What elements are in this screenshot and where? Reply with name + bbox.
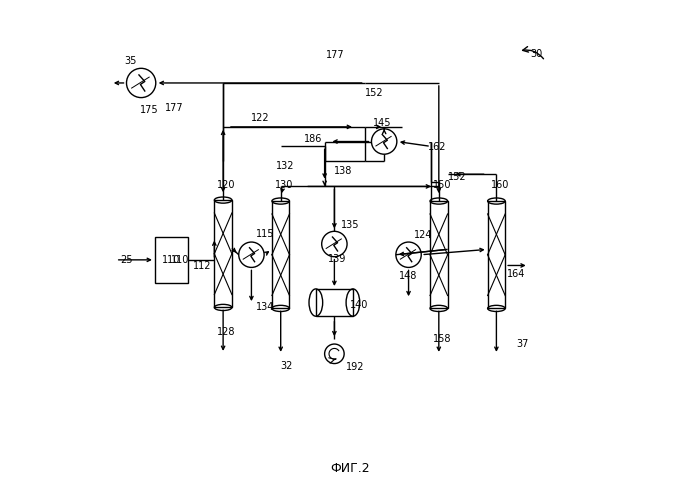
Text: 139: 139 [328, 254, 346, 264]
Text: 177: 177 [326, 50, 344, 60]
Text: 186: 186 [304, 134, 322, 144]
Text: 35: 35 [125, 56, 137, 66]
Text: 110: 110 [162, 255, 181, 265]
Text: 160: 160 [491, 181, 509, 190]
Text: 192: 192 [346, 362, 365, 372]
Text: 32: 32 [281, 361, 293, 371]
Text: 177: 177 [164, 103, 183, 113]
Bar [316, 289, 353, 316]
Bar [488, 201, 505, 308]
Bar [155, 237, 188, 283]
Text: 132: 132 [276, 161, 294, 171]
Bar [272, 201, 290, 308]
Text: 158: 158 [433, 334, 452, 344]
Text: 135: 135 [341, 221, 360, 230]
Text: 128: 128 [217, 327, 236, 337]
Text: 134: 134 [256, 303, 274, 312]
Text: 138: 138 [335, 166, 353, 176]
Bar [214, 200, 232, 307]
Text: 162: 162 [428, 142, 447, 152]
Text: 164: 164 [507, 269, 526, 279]
Text: 145: 145 [373, 118, 392, 128]
Text: 140: 140 [350, 300, 368, 310]
Text: 120: 120 [217, 181, 236, 190]
Text: 150: 150 [433, 181, 452, 190]
Text: 124: 124 [414, 230, 433, 240]
Text: 152: 152 [365, 88, 384, 98]
Text: 30: 30 [531, 49, 542, 59]
Text: 148: 148 [399, 271, 417, 281]
Text: 25: 25 [120, 255, 133, 264]
Text: 37: 37 [516, 339, 528, 349]
Text: 130: 130 [275, 181, 293, 190]
Text: ФИГ.2: ФИГ.2 [330, 462, 370, 475]
Text: 152: 152 [447, 172, 466, 182]
Text: 115: 115 [256, 229, 275, 239]
Text: 122: 122 [251, 113, 270, 123]
Text: 110: 110 [172, 255, 190, 264]
Bar [430, 201, 447, 308]
Text: 175: 175 [140, 105, 159, 115]
Text: 112: 112 [193, 261, 211, 271]
